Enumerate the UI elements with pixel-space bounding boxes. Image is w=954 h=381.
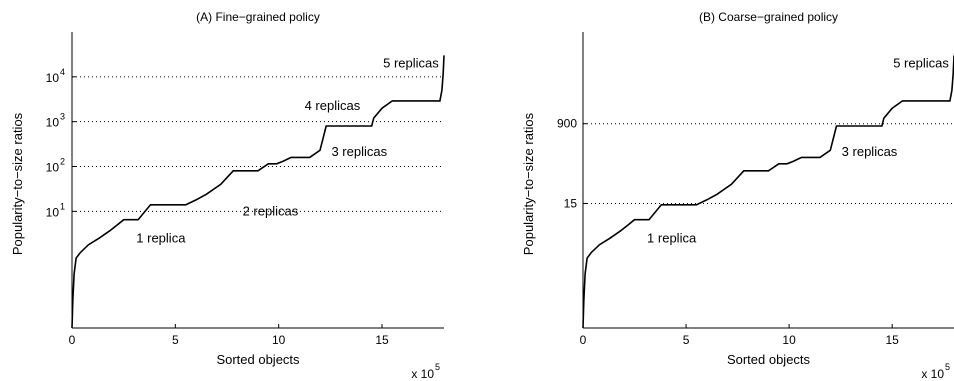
x-tick-label: 5 xyxy=(172,333,179,347)
y-tick-label: 10 xyxy=(46,116,60,130)
y-tick-exponent: 4 xyxy=(60,67,65,77)
chart-panel-b: 0 5 10 15 15 900 1 replica 3 replicas 5 replicas… xyxy=(521,10,954,381)
replica-annotation: 5 replicas xyxy=(383,56,439,71)
series-line xyxy=(582,55,954,329)
series-line xyxy=(71,55,445,329)
y-tick-exponent: 1 xyxy=(60,201,65,211)
y-tick-label: 15 xyxy=(564,196,578,210)
chart-title: (B) Coarse−grained policy xyxy=(699,10,838,24)
y-tick-label: 10 xyxy=(46,205,60,219)
x-axis-label: Sorted objects xyxy=(727,352,811,367)
y-tick-exponent: 2 xyxy=(60,157,65,167)
replica-annotation: 1 replica xyxy=(647,231,697,246)
x-tick-label: 0 xyxy=(580,333,587,347)
chart-title: (A) Fine−grained policy xyxy=(196,10,320,24)
x-tick-label: 10 xyxy=(782,333,796,347)
y-axis-label: Popularity−to−size ratios xyxy=(521,112,536,255)
x-multiplier-label: x 10 xyxy=(921,367,944,381)
y-tick-label: 10 xyxy=(46,161,60,175)
x-tick-label: 15 xyxy=(375,333,389,347)
x-multiplier-exponent: 5 xyxy=(945,362,950,372)
x-tick-label: 15 xyxy=(885,333,899,347)
x-multiplier-label: x 10 xyxy=(411,367,434,381)
x-multiplier-exponent: 5 xyxy=(435,362,440,372)
replica-annotation: 1 replica xyxy=(136,231,186,246)
replica-annotation: 3 replicas xyxy=(842,144,898,159)
x-tick-label: 0 xyxy=(69,333,76,347)
replica-annotation: 2 replicas xyxy=(243,204,299,219)
replica-annotation: 3 replicas xyxy=(331,144,387,159)
y-tick-label: 900 xyxy=(557,117,577,131)
y-axis-label: Popularity−to−size ratios xyxy=(10,112,25,255)
y-tick-label: 10 xyxy=(46,71,60,85)
x-tick-label: 10 xyxy=(272,333,286,347)
y-tick-exponent: 3 xyxy=(60,112,65,122)
x-axis-label: Sorted objects xyxy=(216,352,300,367)
x-tick-label: 5 xyxy=(683,333,690,347)
replica-annotation: 5 replicas xyxy=(893,56,949,71)
replica-annotation: 4 replicas xyxy=(305,98,361,113)
